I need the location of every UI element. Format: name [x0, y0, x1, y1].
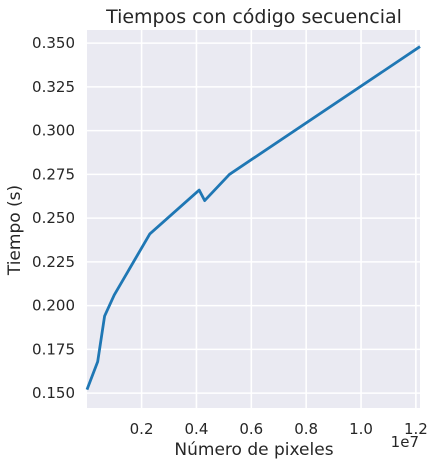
y-tick-label: 0.325: [32, 78, 75, 96]
y-tick-label: 0.225: [32, 253, 75, 271]
x-tick-label: 1.0: [349, 420, 373, 438]
grid: [87, 30, 420, 408]
x-tick-label: 0.4: [185, 420, 209, 438]
y-tick-label: 0.300: [32, 122, 75, 140]
chart-title: Tiempos con código secuencial: [105, 6, 402, 28]
plot-area: [87, 30, 420, 408]
x-tick-labels: 0.2 0.4 0.6 0.8 1.0 1.2: [130, 420, 428, 438]
y-tick-label: 0.350: [32, 34, 75, 52]
y-tick-label: 0.250: [32, 209, 75, 227]
series-layer: [85, 45, 421, 391]
x-tick-label: 1.2: [404, 420, 428, 438]
series-line: [85, 45, 421, 391]
x-tick-label: 0.8: [294, 420, 318, 438]
y-tick-label: 0.275: [32, 165, 75, 183]
y-tick-label: 0.150: [32, 384, 75, 402]
x-tick-label: 0.6: [239, 420, 263, 438]
y-tick-labels: 0.150 0.175 0.200 0.225 0.250 0.275 0.300 0.325…: [32, 34, 75, 402]
x-offset-label: 1e7: [391, 433, 419, 451]
y-tick-label: 0.175: [32, 340, 75, 358]
y-tick-label: 0.200: [32, 297, 75, 315]
y-axis-label: Tiempo (s): [5, 185, 25, 276]
x-axis-label: Número de pixeles: [174, 440, 333, 460]
x-tick-label: 0.2: [130, 420, 154, 438]
